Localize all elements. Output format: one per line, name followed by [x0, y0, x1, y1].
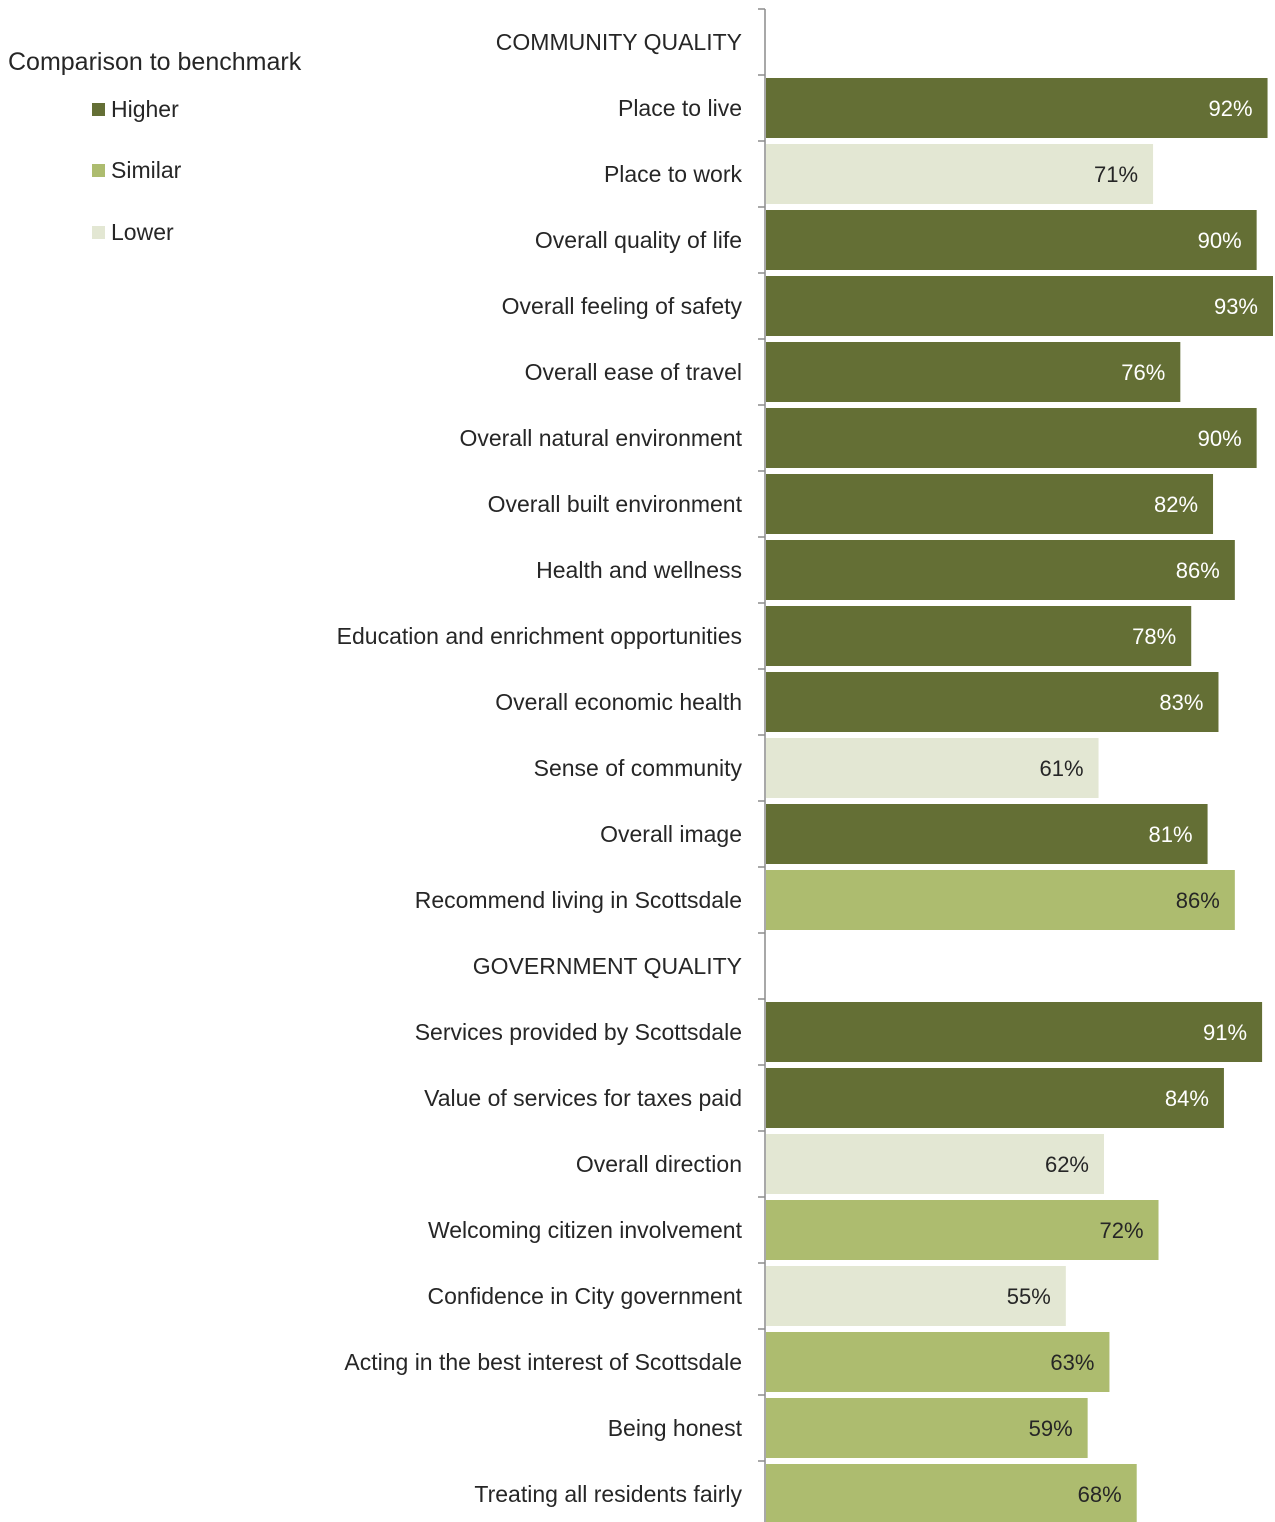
value-label-acting-in-the-best-interest-of-scottsdale: 63%: [1050, 1350, 1094, 1375]
category-label-acting-in-the-best-interest-of-scottsdale: Acting in the best interest of Scottsdal…: [344, 1349, 742, 1375]
value-label-sense-of-community: 61%: [1040, 756, 1084, 781]
legend-label-similar: Similar: [111, 157, 182, 183]
value-label-overall-feeling-of-safety: 93%: [1214, 294, 1258, 319]
legend-swatch-lower: [92, 226, 105, 239]
value-label-overall-natural-environment: 90%: [1198, 426, 1242, 451]
value-label-place-to-work: 71%: [1094, 162, 1138, 187]
category-label-confidence-in-city-government: Confidence in City government: [428, 1283, 743, 1309]
value-label-recommend-living-in-scottsdale: 86%: [1176, 888, 1220, 913]
category-label-sense-of-community: Sense of community: [534, 755, 743, 781]
value-label-overall-ease-of-travel: 76%: [1121, 360, 1165, 385]
category-label-overall-direction: Overall direction: [576, 1151, 742, 1177]
bar-education-and-enrichment-opportunities: [766, 606, 1192, 666]
value-label-health-and-wellness: 86%: [1176, 558, 1220, 583]
legend-swatch-higher: [92, 103, 105, 116]
category-label-recommend-living-in-scottsdale: Recommend living in Scottsdale: [415, 887, 742, 913]
bar-place-to-work: [766, 144, 1154, 204]
bar-sense-of-community: [766, 738, 1099, 798]
legend-item-higher: Higher: [92, 96, 179, 123]
legend-swatch-similar: [92, 164, 105, 177]
bar-place-to-live: [766, 78, 1268, 138]
category-label-services-provided-by-scottsdale: Services provided by Scottsdale: [415, 1019, 742, 1045]
bar-overall-quality-of-life: [766, 210, 1257, 270]
value-label-treating-all-residents-fairly: 68%: [1078, 1482, 1122, 1507]
bar-overall-feeling-of-safety: [766, 276, 1273, 336]
bar-overall-built-environment: [766, 474, 1214, 534]
bar-welcoming-citizen-involvement: [766, 1200, 1159, 1260]
bar-health-and-wellness: [766, 540, 1235, 600]
category-label-overall-feeling-of-safety: Overall feeling of safety: [502, 293, 743, 319]
bar-services-provided-by-scottsdale: [766, 1002, 1263, 1062]
value-label-overall-economic-health: 83%: [1159, 690, 1203, 715]
category-label-overall-built-environment: Overall built environment: [488, 491, 743, 517]
section-header-community-quality: COMMUNITY QUALITY: [496, 29, 742, 55]
bar-value-of-services-for-taxes-paid: [766, 1068, 1224, 1128]
category-label-welcoming-citizen-involvement: Welcoming citizen involvement: [428, 1217, 743, 1243]
bar-confidence-in-city-government: [766, 1266, 1066, 1326]
value-label-overall-quality-of-life: 90%: [1198, 228, 1242, 253]
category-label-value-of-services-for-taxes-paid: Value of services for taxes paid: [424, 1085, 742, 1111]
value-label-overall-image: 81%: [1149, 822, 1193, 847]
category-label-health-and-wellness: Health and wellness: [536, 557, 742, 583]
category-label-overall-quality-of-life: Overall quality of life: [535, 227, 742, 253]
bar-overall-natural-environment: [766, 408, 1257, 468]
value-label-overall-built-environment: 82%: [1154, 492, 1198, 517]
bar-overall-ease-of-travel: [766, 342, 1181, 402]
category-label-place-to-live: Place to live: [618, 95, 742, 121]
value-label-services-provided-by-scottsdale: 91%: [1203, 1020, 1247, 1045]
bar-overall-direction: [766, 1134, 1104, 1194]
value-label-place-to-live: 92%: [1209, 96, 1253, 121]
bar-being-honest: [766, 1398, 1088, 1458]
value-label-confidence-in-city-government: 55%: [1007, 1284, 1051, 1309]
category-label-overall-ease-of-travel: Overall ease of travel: [525, 359, 742, 385]
legend-item-similar: Similar: [92, 157, 181, 184]
bar-acting-in-the-best-interest-of-scottsdale: [766, 1332, 1110, 1392]
category-label-place-to-work: Place to work: [604, 161, 743, 187]
bar-recommend-living-in-scottsdale: [766, 870, 1235, 930]
legend-title: Comparison to benchmark: [8, 48, 302, 76]
category-label-overall-economic-health: Overall economic health: [495, 689, 742, 715]
bar-overall-image: [766, 804, 1208, 864]
category-label-overall-image: Overall image: [600, 821, 742, 847]
category-label-overall-natural-environment: Overall natural environment: [459, 425, 742, 451]
legend-item-lower: Lower: [92, 219, 174, 246]
value-label-overall-direction: 62%: [1045, 1152, 1089, 1177]
value-label-welcoming-citizen-involvement: 72%: [1099, 1218, 1143, 1243]
legend-label-higher: Higher: [111, 96, 179, 122]
value-label-education-and-enrichment-opportunities: 78%: [1132, 624, 1176, 649]
bar-treating-all-residents-fairly: [766, 1464, 1137, 1522]
category-label-treating-all-residents-fairly: Treating all residents fairly: [474, 1481, 742, 1507]
value-label-value-of-services-for-taxes-paid: 84%: [1165, 1086, 1209, 1111]
category-label-being-honest: Being honest: [608, 1415, 743, 1441]
legend-label-lower: Lower: [111, 219, 174, 245]
value-label-being-honest: 59%: [1029, 1416, 1073, 1441]
bar-overall-economic-health: [766, 672, 1219, 732]
category-label-education-and-enrichment-opportunities: Education and enrichment opportunities: [337, 623, 742, 649]
section-header-government-quality: GOVERNMENT QUALITY: [473, 953, 742, 979]
